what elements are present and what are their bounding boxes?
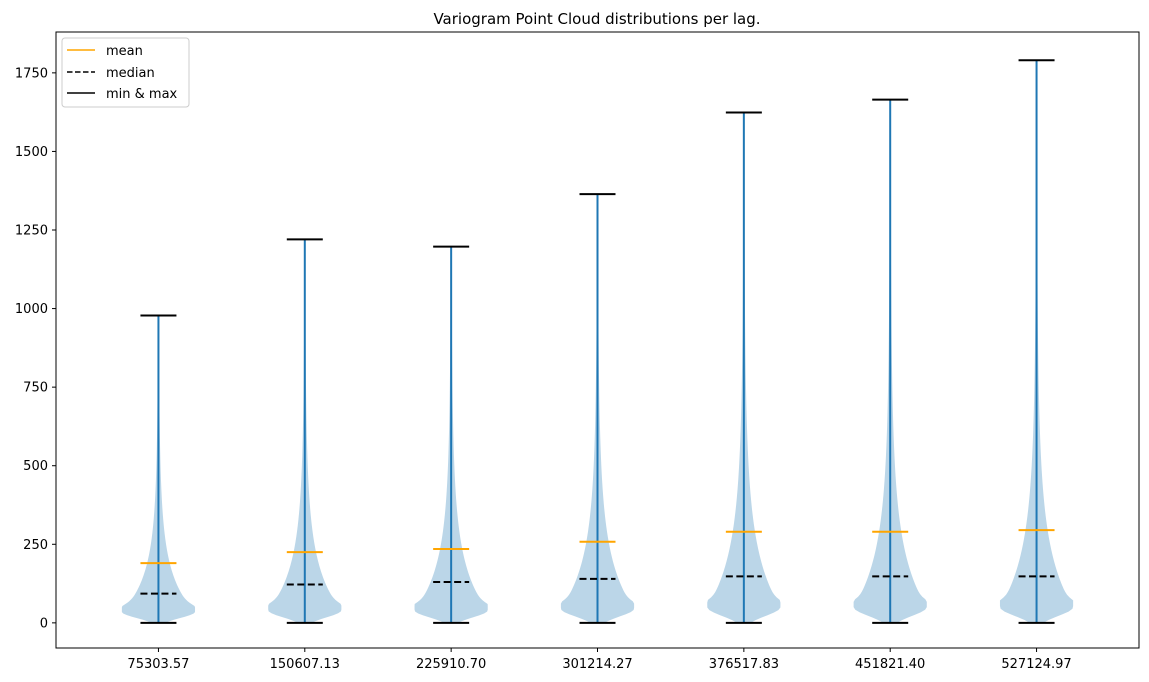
x-tick-label: 150607.13 bbox=[270, 657, 340, 672]
x-tick-label: 376517.83 bbox=[709, 657, 779, 672]
legend-median-label: median bbox=[106, 66, 155, 81]
legend-mean-label: mean bbox=[106, 44, 143, 59]
x-tick-label: 225910.70 bbox=[416, 657, 486, 672]
x-tick-label: 301214.27 bbox=[562, 657, 632, 672]
y-tick-label: 250 bbox=[23, 538, 48, 553]
stats-group bbox=[140, 59, 1055, 624]
legend-box bbox=[61, 37, 190, 108]
x-axis: 75303.57 150607.13 225910.70 301214.27 37651… bbox=[127, 648, 1072, 672]
x-tick-label: 75303.57 bbox=[127, 657, 189, 672]
y-tick-label: 1000 bbox=[15, 302, 48, 317]
legend: mean median min & max bbox=[61, 37, 190, 108]
x-tick-label: 527124.97 bbox=[1001, 657, 1071, 672]
plot-frame bbox=[55, 31, 1140, 649]
y-tick-label: 1250 bbox=[15, 224, 48, 239]
y-tick-label: 1500 bbox=[15, 145, 48, 160]
legend-minmax-label: min & max bbox=[106, 87, 178, 102]
y-tick-label: 0 bbox=[40, 616, 48, 631]
y-axis: 0 250 500 750 1000 1250 1500 1750 bbox=[15, 66, 56, 631]
x-tick-label: 451821.40 bbox=[855, 657, 925, 672]
y-tick-label: 500 bbox=[23, 459, 48, 474]
y-tick-label: 750 bbox=[23, 381, 48, 396]
y-tick-label: 1750 bbox=[15, 66, 48, 81]
chart-title: Variogram Point Cloud distributions per … bbox=[433, 10, 760, 28]
